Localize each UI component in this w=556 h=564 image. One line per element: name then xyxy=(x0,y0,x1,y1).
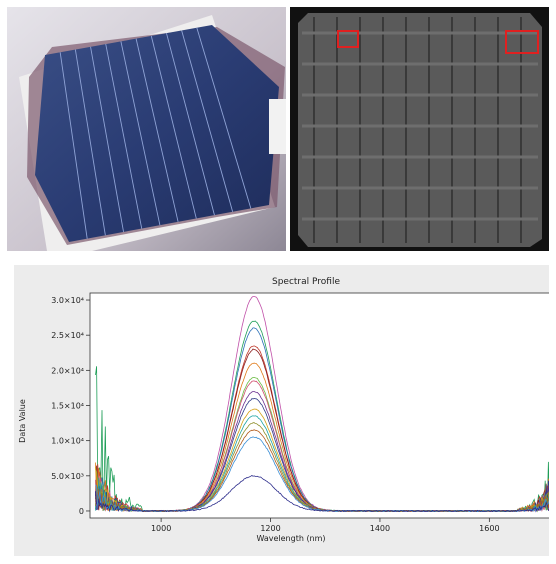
y-tick-label: 3.0×10⁴ xyxy=(51,296,84,305)
y-tick-label: 1.5×10⁴ xyxy=(51,402,84,411)
defect-marker-box xyxy=(505,30,539,54)
solar-cell-photo xyxy=(7,7,286,251)
busbar-line xyxy=(196,27,252,209)
y-tick-label: 1.0×10⁴ xyxy=(51,437,84,446)
x-tick-label: 1000 xyxy=(151,524,171,533)
series-line-16 xyxy=(95,475,549,513)
busbar-line xyxy=(150,35,197,219)
plot-area xyxy=(89,292,549,519)
spectral-profile-chart: Spectral Profile 0 5.0×10³ 1.0×10⁴ 1.5×10⁴ 2… xyxy=(18,277,549,543)
busbar-line xyxy=(120,41,161,226)
x-tick-label: 1200 xyxy=(260,524,280,533)
y-tick-label: 2.0×10⁴ xyxy=(51,366,84,375)
busbar-line xyxy=(105,44,143,229)
busbar-line xyxy=(74,49,106,236)
spectral-profile-panel: Spectral Profile 0 5.0×10³ 1.0×10⁴ 1.5×10⁴ 2… xyxy=(14,265,549,556)
busbar-line xyxy=(166,33,215,216)
el-grid-lines xyxy=(302,17,538,243)
y-axis: 0 5.0×10³ 1.0×10⁴ 1.5×10⁴ 2.0×10⁴ 2.5×10⁴ 3.0×… xyxy=(51,296,90,516)
busbar-lines xyxy=(59,27,252,239)
busbar-line xyxy=(135,38,179,222)
electroluminescence-image xyxy=(290,7,549,251)
series-lines xyxy=(95,296,549,513)
busbar-line xyxy=(59,52,88,239)
x-tick-label: 1600 xyxy=(479,524,499,533)
chart-title: Spectral Profile xyxy=(272,277,340,287)
y-tick-label: 2.5×10⁴ xyxy=(51,331,84,340)
el-image-drawing xyxy=(290,7,549,251)
defect-marker-box xyxy=(337,30,359,48)
y-axis-label: Data Value xyxy=(18,399,27,443)
solar-cell-photo-drawing xyxy=(7,7,286,251)
busbar-line xyxy=(90,46,124,232)
x-tick-label: 1400 xyxy=(370,524,390,533)
x-axis-label: Wavelength (nm) xyxy=(256,534,325,543)
y-tick-label: 0 xyxy=(79,507,84,516)
x-axis: 1000 1200 1400 1600 xyxy=(151,518,500,533)
busbar-line xyxy=(181,30,234,212)
y-tick-label: 5.0×10³ xyxy=(51,472,84,481)
